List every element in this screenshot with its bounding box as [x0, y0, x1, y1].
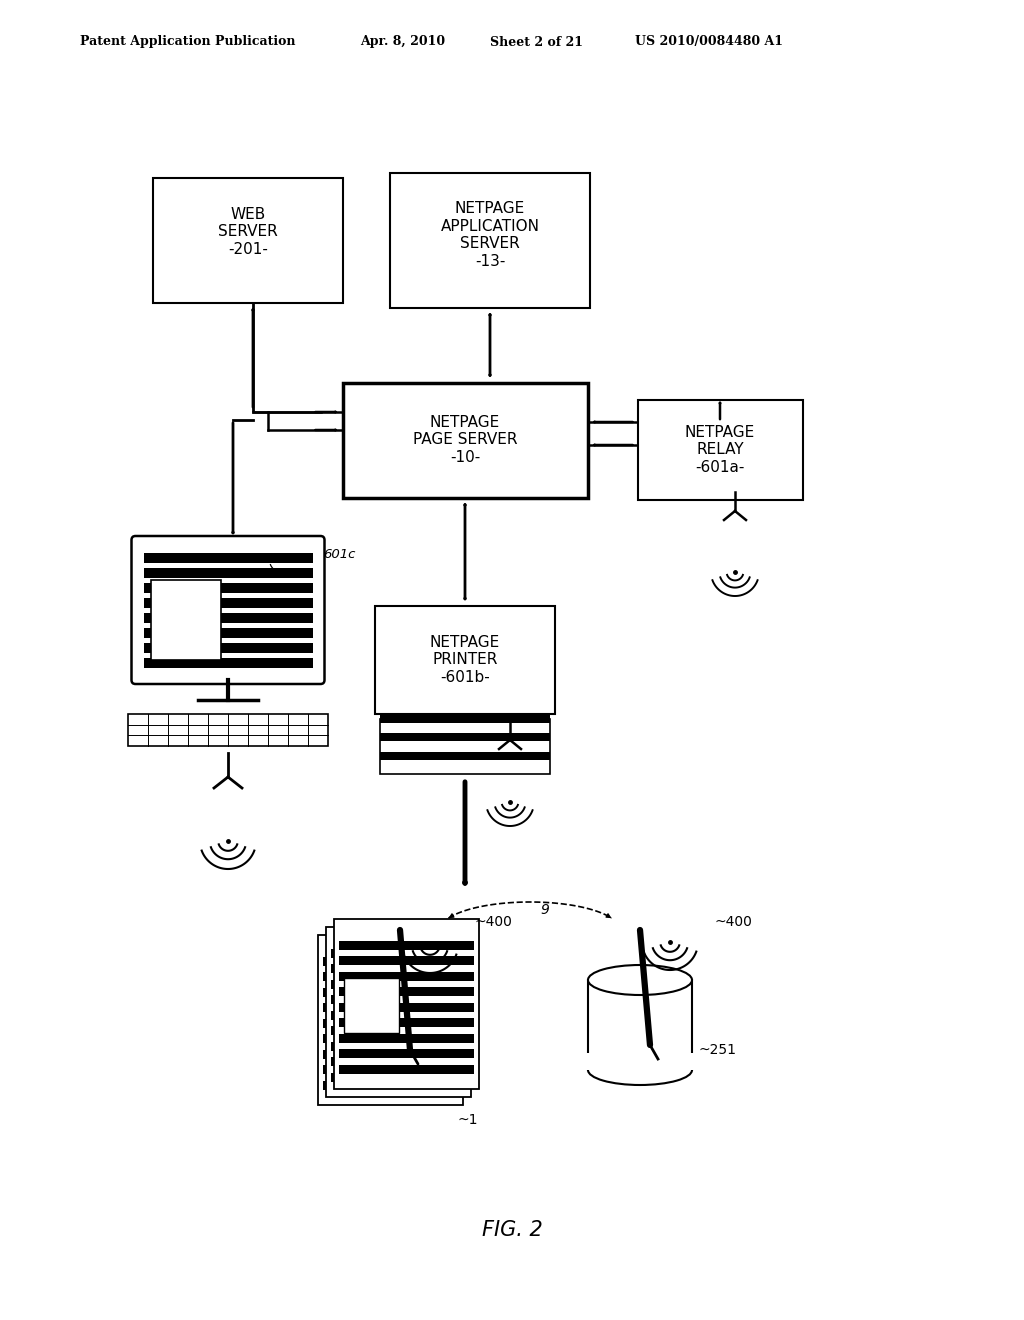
Bar: [331, 1073, 466, 1082]
Bar: [380, 734, 550, 742]
Text: NETPAGE
PAGE SERVER
-10-: NETPAGE PAGE SERVER -10-: [413, 414, 517, 465]
Bar: [334, 919, 478, 1089]
Text: ~1: ~1: [458, 1113, 478, 1127]
Bar: [339, 1018, 473, 1027]
Bar: [326, 927, 470, 1097]
FancyBboxPatch shape: [131, 536, 325, 684]
Text: ~400: ~400: [475, 915, 513, 929]
Bar: [586, 1053, 694, 1071]
Bar: [323, 1003, 458, 1012]
Bar: [342, 383, 588, 498]
Bar: [323, 1035, 458, 1043]
Text: 9: 9: [541, 903, 550, 917]
Bar: [128, 714, 328, 746]
Bar: [339, 987, 473, 997]
Bar: [323, 972, 458, 981]
Bar: [151, 579, 220, 660]
Bar: [339, 941, 473, 949]
Text: NETPAGE
RELAY
-601a-: NETPAGE RELAY -601a-: [685, 425, 755, 475]
Ellipse shape: [588, 1055, 692, 1085]
Bar: [331, 1011, 466, 1020]
Bar: [323, 1081, 458, 1090]
Text: ~400: ~400: [715, 915, 753, 929]
Bar: [390, 173, 590, 308]
Bar: [317, 935, 463, 1105]
Bar: [323, 957, 458, 965]
Bar: [143, 657, 312, 668]
Bar: [343, 978, 398, 1034]
Bar: [331, 1027, 466, 1035]
Bar: [375, 606, 555, 714]
Bar: [339, 972, 473, 981]
Bar: [331, 964, 466, 973]
Bar: [339, 1034, 473, 1043]
Bar: [323, 1065, 458, 1074]
Bar: [143, 612, 312, 623]
Text: Sheet 2 of 21: Sheet 2 of 21: [490, 36, 583, 49]
Bar: [380, 719, 550, 774]
Text: FIG. 2: FIG. 2: [481, 1220, 543, 1239]
Bar: [331, 1057, 466, 1067]
Bar: [143, 583, 312, 593]
Bar: [153, 177, 343, 302]
Bar: [143, 628, 312, 638]
Bar: [339, 1049, 473, 1059]
Bar: [143, 568, 312, 578]
Bar: [331, 1041, 466, 1051]
Text: ~251: ~251: [698, 1043, 736, 1057]
Bar: [380, 715, 550, 723]
Text: Apr. 8, 2010: Apr. 8, 2010: [360, 36, 445, 49]
Bar: [331, 949, 466, 957]
Bar: [323, 1019, 458, 1028]
Text: NETPAGE
PRINTER
-601b-: NETPAGE PRINTER -601b-: [430, 635, 500, 685]
Bar: [143, 553, 312, 564]
Bar: [143, 643, 312, 653]
Bar: [588, 979, 692, 1071]
Bar: [339, 1065, 473, 1074]
Ellipse shape: [588, 965, 692, 995]
Bar: [331, 995, 466, 1005]
Bar: [323, 1049, 458, 1059]
Bar: [638, 400, 803, 500]
Bar: [143, 598, 312, 609]
Bar: [331, 979, 466, 989]
Bar: [380, 751, 550, 760]
Text: WEB
SERVER
-201-: WEB SERVER -201-: [218, 207, 278, 257]
Text: NETPAGE
APPLICATION
SERVER
-13-: NETPAGE APPLICATION SERVER -13-: [440, 202, 540, 268]
Text: 601c: 601c: [323, 549, 355, 561]
Text: Patent Application Publication: Patent Application Publication: [80, 36, 296, 49]
Text: US 2010/0084480 A1: US 2010/0084480 A1: [635, 36, 783, 49]
Bar: [339, 956, 473, 965]
Bar: [339, 1003, 473, 1011]
Bar: [323, 987, 458, 997]
